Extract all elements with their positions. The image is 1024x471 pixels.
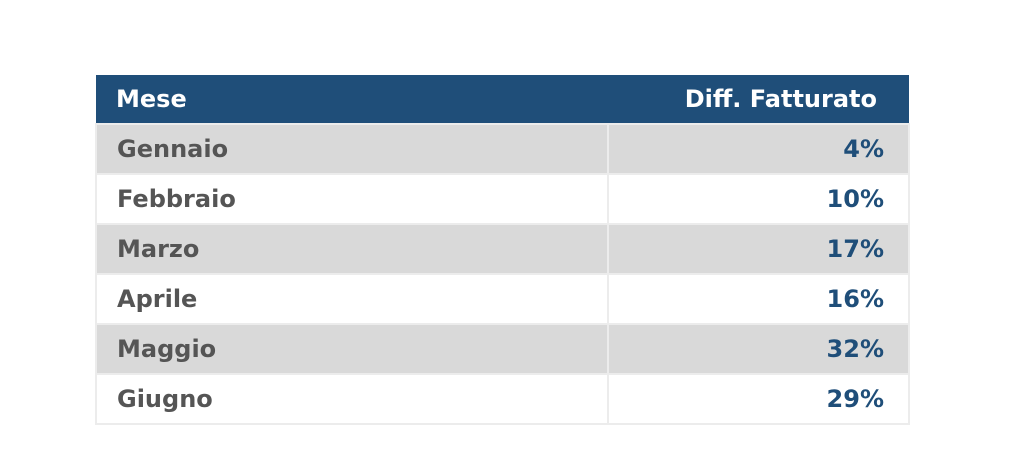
month-cell: Giugno: [95, 373, 609, 425]
table-row: Febbraio 10%: [95, 173, 910, 225]
table-row: Maggio 32%: [95, 323, 910, 375]
table-row: Gennaio 4%: [95, 123, 910, 175]
table-row: Giugno 29%: [95, 373, 910, 425]
month-cell: Maggio: [95, 323, 609, 375]
table-header: Mese Diff. Fatturato: [96, 75, 909, 124]
table-row: Aprile 16%: [95, 273, 910, 325]
value-cell: 29%: [607, 373, 910, 425]
table-row: Marzo 17%: [95, 223, 910, 275]
data-table: Mese Diff. Fatturato Gennaio 4% Febbraio 10%…: [95, 75, 910, 425]
header-row: Mese Diff. Fatturato: [96, 75, 909, 124]
month-cell: Marzo: [95, 223, 609, 275]
value-cell: 16%: [607, 273, 910, 325]
table-body: Gennaio 4% Febbraio 10% Marzo 17% Aprile 16% Mag…: [95, 123, 910, 425]
month-cell: Gennaio: [95, 123, 609, 175]
value-cell: 17%: [607, 223, 910, 275]
header-cell: Diff. Fatturato: [608, 75, 909, 124]
month-cell: Aprile: [95, 273, 609, 325]
value-cell: 32%: [607, 323, 910, 375]
header-cell: Mese: [96, 75, 608, 124]
value-cell: 10%: [607, 173, 910, 225]
month-cell: Febbraio: [95, 173, 609, 225]
value-cell: 4%: [607, 123, 910, 175]
